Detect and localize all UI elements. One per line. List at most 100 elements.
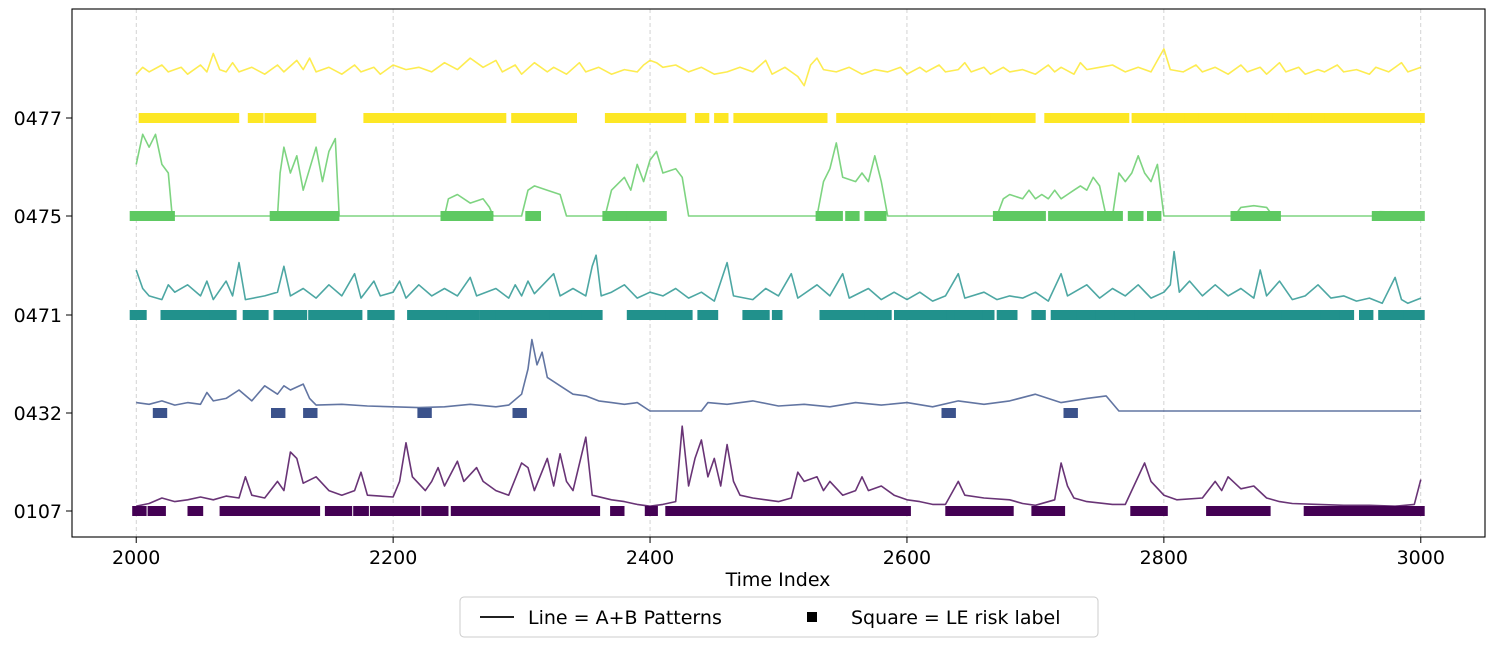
legend-square-icon xyxy=(807,612,817,622)
risk-label-0107-5 xyxy=(337,506,353,516)
risk-label-0471-0 xyxy=(129,310,147,320)
x-tick-label-2200: 2200 xyxy=(369,547,417,569)
risk-label-0471-28 xyxy=(996,310,1018,320)
legend: Line = A+B Patterns Square = LE risk lab… xyxy=(459,596,1099,638)
risk-label-0107-27 xyxy=(870,506,899,516)
plot-frame xyxy=(71,8,1486,538)
risk-label-0471-4 xyxy=(247,310,269,320)
risk-label-0477-25 xyxy=(1324,113,1346,123)
risk-label-0471-30 xyxy=(1050,310,1082,320)
risk-label-0475-11 xyxy=(864,211,887,221)
risk-label-0477-23 xyxy=(1288,113,1315,123)
pattern-line-0432 xyxy=(136,338,1421,412)
risk-label-0477-13 xyxy=(967,113,995,123)
risk-label-0477-21 xyxy=(1245,113,1275,123)
risk-label-0471-39 xyxy=(1239,310,1271,320)
x-axis-ticks: 2000 2200 2400 2600 2800 3000 xyxy=(112,537,1445,569)
risk-label-0471-22 xyxy=(864,310,879,320)
risk-label-0477-20 xyxy=(1198,113,1248,123)
risk-label-0471-33 xyxy=(1114,310,1136,320)
risk-label-0432-1 xyxy=(271,408,286,418)
y-tick-label-0477: 0477 xyxy=(14,108,62,130)
risk-label-0471-11 xyxy=(479,310,500,320)
risk-label-0477-8 xyxy=(694,113,710,123)
risk-label-0471-9 xyxy=(407,310,449,320)
risk-label-0471-20 xyxy=(771,310,783,320)
risk-label-0107-12 xyxy=(479,506,494,516)
risk-label-0471-18 xyxy=(697,310,719,320)
risk-label-0477-16 xyxy=(1104,113,1130,123)
risk-label-0107-33 xyxy=(1130,506,1168,516)
risk-label-0471-42 xyxy=(1320,310,1342,320)
risk-label-0107-19 xyxy=(665,506,684,516)
risk-label-0471-2 xyxy=(209,310,237,320)
risk-label-0107-28 xyxy=(896,506,911,516)
y-tick-label-0107: 0107 xyxy=(14,501,62,523)
risk-label-0471-1 xyxy=(160,310,211,320)
risk-label-0107-20 xyxy=(683,506,712,516)
risk-label-0107-2 xyxy=(187,506,204,516)
risk-label-0471-41 xyxy=(1281,310,1322,320)
x-tick-label-2800: 2800 xyxy=(1140,547,1188,569)
risk-label-0107-13 xyxy=(491,506,507,516)
risk-label-0477-26 xyxy=(1343,113,1361,123)
risk-label-0107-14 xyxy=(504,506,558,516)
risk-label-0475-1 xyxy=(156,211,175,221)
risk-label-0107-10 xyxy=(435,506,449,516)
risk-label-0471-38 xyxy=(1207,310,1245,320)
risk-label-0475-6 xyxy=(602,211,629,221)
y-tick-label-0475: 0475 xyxy=(14,206,62,228)
x-tick-label-2600: 2600 xyxy=(883,547,931,569)
risk-label-0107-23 xyxy=(747,506,770,516)
risk-label-0475-10 xyxy=(845,211,860,221)
risk-label-0107-15 xyxy=(556,506,586,516)
risk-label-0107-9 xyxy=(421,506,436,516)
risk-label-0471-35 xyxy=(1147,310,1168,320)
risk-label-0475-13 xyxy=(1048,211,1111,221)
risk-label-0475-5 xyxy=(525,211,541,221)
risk-label-0107-17 xyxy=(610,506,625,516)
risk-label-0475-0 xyxy=(129,211,160,221)
legend-box xyxy=(459,596,1099,638)
risk-label-0107-31 xyxy=(996,506,1014,516)
risk-label-0477-22 xyxy=(1272,113,1294,123)
risk-label-0107-32 xyxy=(1031,506,1066,516)
risk-label-0107-30 xyxy=(971,506,1001,516)
legend-square-label: Square = LE risk label xyxy=(851,607,1061,629)
risk-label-0107-8 xyxy=(382,506,421,516)
risk-label-0471-31 xyxy=(1076,310,1098,320)
legend-line-label: Line = A+B Patterns xyxy=(528,607,722,629)
risk-label-0471-43 xyxy=(1339,310,1355,320)
risk-label-0475-3 xyxy=(440,211,468,221)
risk-label-0471-6 xyxy=(282,310,308,320)
risk-label-0477-10 xyxy=(733,113,828,123)
risk-label-0471-45 xyxy=(1378,310,1406,320)
risk-label-0477-0 xyxy=(138,113,240,123)
risk-label-0471-29 xyxy=(1031,310,1046,320)
pattern-line-0475 xyxy=(135,133,1421,217)
risk-label-0477-14 xyxy=(990,113,1036,123)
risk-label-0471-32 xyxy=(1095,310,1117,320)
risk-label-0107-25 xyxy=(800,506,834,516)
risk-label-0471-17 xyxy=(665,310,693,320)
risk-label-0107-24 xyxy=(768,506,804,516)
risk-label-0432-5 xyxy=(941,408,956,418)
risk-label-0432-4 xyxy=(512,408,527,418)
risk-label-0471-44 xyxy=(1359,310,1374,320)
risk-label-0107-4 xyxy=(324,506,340,516)
risk-label-0471-40 xyxy=(1269,310,1290,320)
risk-label-0475-14 xyxy=(1108,211,1123,221)
pattern-lines xyxy=(135,48,1422,507)
y-tick-label-0432: 0432 xyxy=(14,403,62,425)
risk-label-0477-19 xyxy=(1184,113,1204,123)
pattern-line-0477 xyxy=(135,48,1422,87)
x-tick-label-3000: 3000 xyxy=(1397,547,1445,569)
risk-label-0475-7 xyxy=(626,211,648,221)
pattern-line-0471 xyxy=(135,250,1422,305)
risk-label-0475-17 xyxy=(1230,211,1281,221)
risk-label-0471-16 xyxy=(652,310,667,320)
risk-label-0107-29 xyxy=(945,506,976,516)
risk-label-0471-14 xyxy=(581,310,603,320)
risk-label-0432-2 xyxy=(303,408,318,418)
